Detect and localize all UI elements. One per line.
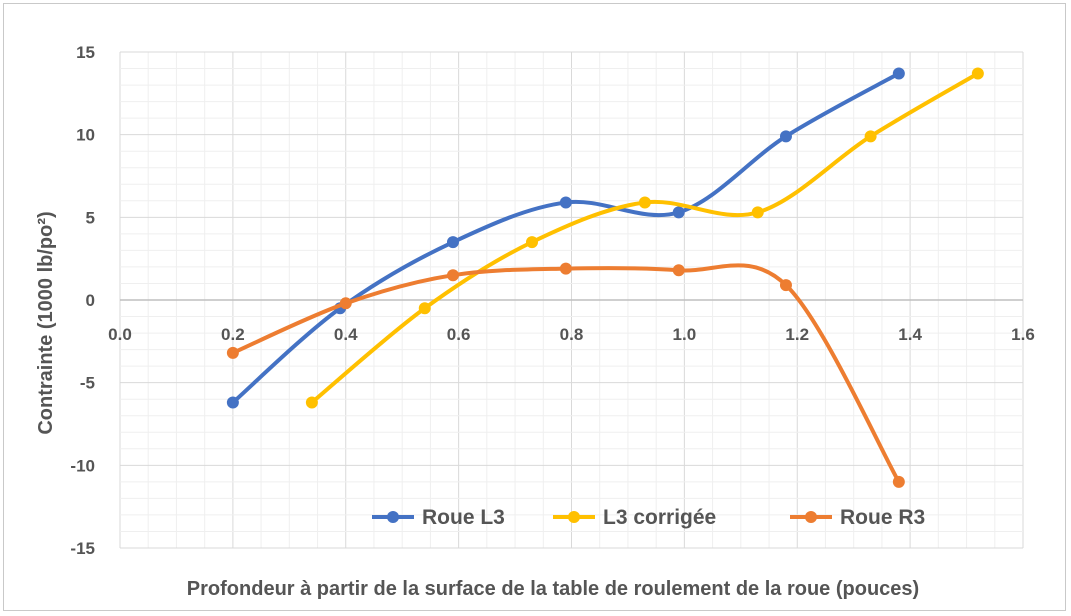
data-point [559, 262, 572, 275]
x-tick-label: 0.2 [221, 325, 245, 344]
series-group [226, 67, 984, 488]
x-tick-label: 1.0 [673, 325, 697, 344]
legend-item: L3 corrigée [553, 506, 716, 529]
data-point [779, 130, 792, 143]
x-tick-labels: 0.0 0.2 0.4 0.6 0.8 1.0 1.2 1.4 1.6 [108, 325, 1035, 344]
x-tick-label: 0.0 [108, 325, 132, 344]
x-tick-label: 0.8 [560, 325, 584, 344]
y-axis-title: Contrainte (1000 lb/po²) [35, 211, 57, 434]
data-point [779, 279, 792, 292]
x-tick-label: 1.6 [1011, 325, 1035, 344]
series-line [230, 71, 901, 405]
legend-swatch-marker [568, 511, 580, 523]
legend-label: Roue L3 [422, 506, 505, 529]
data-point [525, 236, 538, 249]
series-line [309, 71, 980, 405]
data-point [672, 264, 685, 277]
y-tick-labels: 15 10 5 0 -5 -10 -15 [70, 43, 95, 558]
legend-item: Roue L3 [372, 506, 505, 529]
data-point [672, 206, 685, 219]
data-point [418, 302, 431, 315]
x-tick-label: 0.6 [447, 325, 471, 344]
series-3 [226, 262, 905, 488]
data-point [226, 346, 239, 359]
x-tick-label: 1.2 [785, 325, 809, 344]
data-point [339, 297, 352, 310]
legend: Roue L3 L3 corrigée Roue R3 [372, 506, 925, 529]
y-tick-label: 5 [86, 208, 95, 227]
data-point [446, 236, 459, 249]
y-tick-label: -15 [70, 539, 95, 558]
y-tick-label: 0 [86, 291, 95, 310]
legend-swatch-marker [387, 511, 399, 523]
series-line [230, 263, 901, 484]
x-tick-label: 1.4 [898, 325, 922, 344]
data-point [638, 196, 651, 209]
data-point [892, 475, 905, 488]
data-point [226, 396, 239, 409]
legend-item: Roue R3 [790, 506, 925, 529]
data-point [971, 67, 984, 80]
x-tick-label: 0.4 [334, 325, 358, 344]
data-point [446, 269, 459, 282]
x-axis-title: Profondeur à partir de la surface de la … [187, 578, 919, 600]
data-point [751, 206, 764, 219]
data-point [559, 196, 572, 209]
y-tick-label: 10 [76, 126, 95, 145]
y-tick-label: -5 [80, 374, 95, 393]
data-point [864, 130, 877, 143]
legend-swatch-marker [805, 511, 817, 523]
y-tick-label: 15 [76, 43, 95, 62]
data-point [305, 396, 318, 409]
legend-label: L3 corrigée [603, 506, 716, 529]
data-point [892, 67, 905, 80]
legend-label: Roue R3 [840, 506, 925, 529]
series-1 [226, 67, 905, 409]
chart-frame [3, 3, 1066, 611]
y-tick-label: -10 [70, 456, 95, 475]
series-2 [305, 67, 984, 409]
